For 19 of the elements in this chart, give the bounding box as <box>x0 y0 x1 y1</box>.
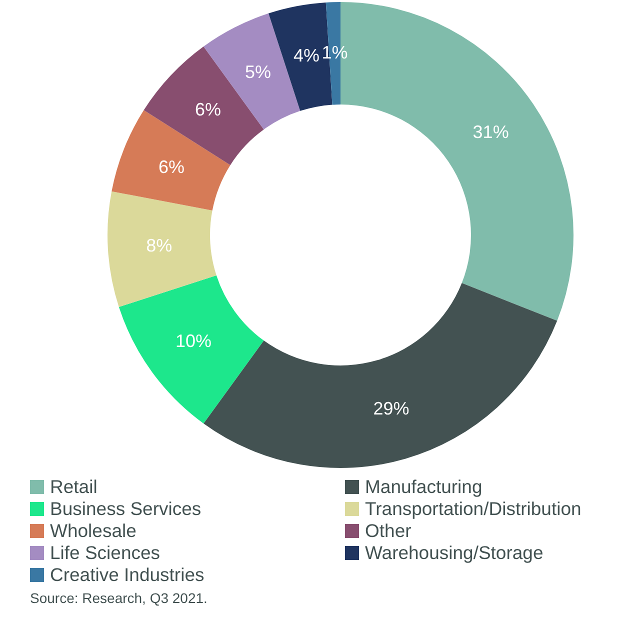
legend-label: Creative Industries <box>50 564 204 585</box>
legend-label: Manufacturing <box>365 476 482 497</box>
data-label: 6% <box>158 157 185 178</box>
data-label: 10% <box>175 330 212 351</box>
data-label: 1% <box>322 42 348 62</box>
data-label: 5% <box>244 62 271 82</box>
data-label: 6% <box>195 100 222 120</box>
legend-label: Business Services <box>50 498 202 519</box>
legend-label: Wholesale <box>50 520 136 541</box>
legend-label: Warehousing/Storage <box>365 542 544 563</box>
legend-label: Other <box>365 520 412 541</box>
legend-label: Transportation/Distribution <box>365 498 582 519</box>
legend-label: Life Sciences <box>50 542 160 563</box>
data-label: 8% <box>146 235 172 256</box>
data-label: 4% <box>293 45 320 66</box>
data-label: 31% <box>472 122 509 142</box>
data-label: 29% <box>373 398 410 418</box>
legend-label: Retail <box>50 476 98 497</box>
source-note: Source: Research, Q3 2021. <box>30 590 208 606</box>
